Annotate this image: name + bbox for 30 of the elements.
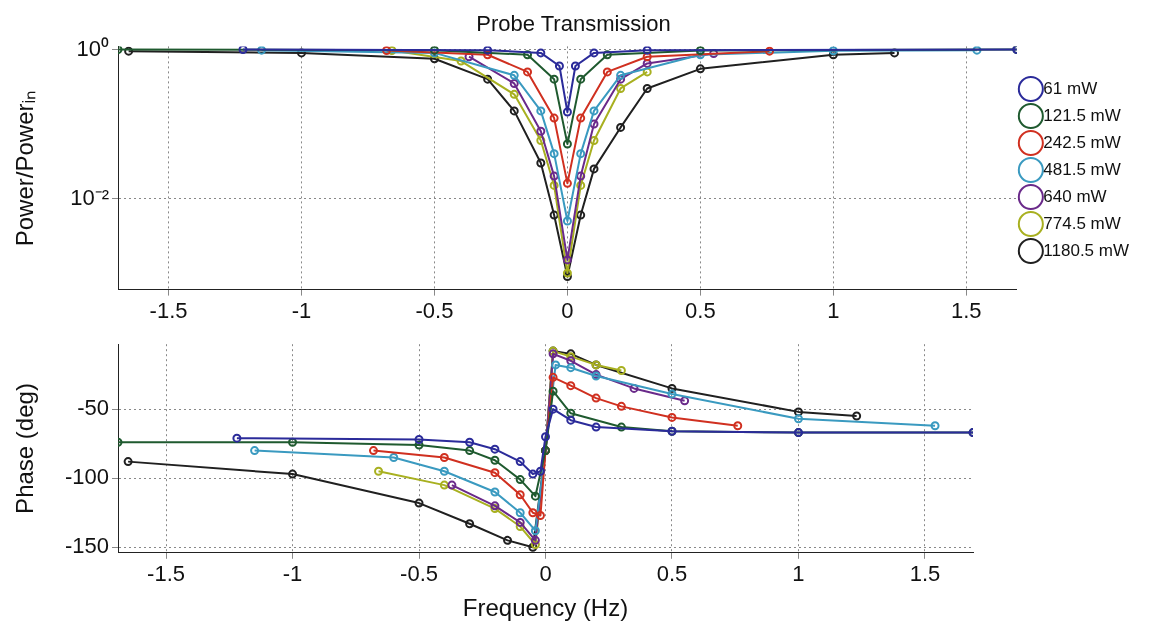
x-tick-label: -0.5: [415, 297, 454, 323]
x-tick-label: -1: [291, 297, 312, 323]
x-tick-label: -1: [282, 561, 303, 587]
x-tick-label: 1: [827, 297, 840, 323]
x-axis-title: Frequency (Hz): [462, 594, 629, 622]
legend-label: 774.5 mW: [1043, 213, 1121, 233]
y-tick-label: -150: [64, 533, 109, 559]
x-tick-label: 0.5: [685, 297, 716, 323]
legend-label: 61 mW: [1043, 78, 1098, 98]
x-tick-label: 0: [539, 561, 552, 587]
legend-label: 481.5 mW: [1043, 159, 1121, 179]
x-tick-label: 1.5: [951, 297, 982, 323]
y-tick-label: -100: [64, 464, 109, 490]
x-tick-label: 0.5: [656, 561, 688, 587]
x-tick-label: -0.5: [400, 561, 438, 587]
chart-title: Probe Transmission: [476, 11, 671, 37]
legend-label: 242.5 mW: [1043, 132, 1121, 152]
x-tick-label: -1.5: [149, 297, 188, 323]
y-tick-label: 10⁻²: [70, 184, 109, 210]
y-tick-label: -50: [77, 395, 109, 421]
y-axis-title: Power/Powerᵢₙ: [11, 89, 39, 247]
x-tick-label: 0: [561, 297, 574, 323]
x-tick-label: 1.5: [909, 561, 941, 587]
legend-label: 121.5 mW: [1043, 105, 1121, 125]
legend-label: 640 mW: [1043, 186, 1107, 206]
x-tick-label: 1: [792, 561, 805, 587]
y-tick-label: 10⁰: [76, 35, 109, 61]
legend-label: 1180.5 mW: [1043, 240, 1130, 260]
y-axis-title: Phase (deg): [11, 383, 39, 514]
x-tick-label: -1.5: [147, 561, 186, 587]
